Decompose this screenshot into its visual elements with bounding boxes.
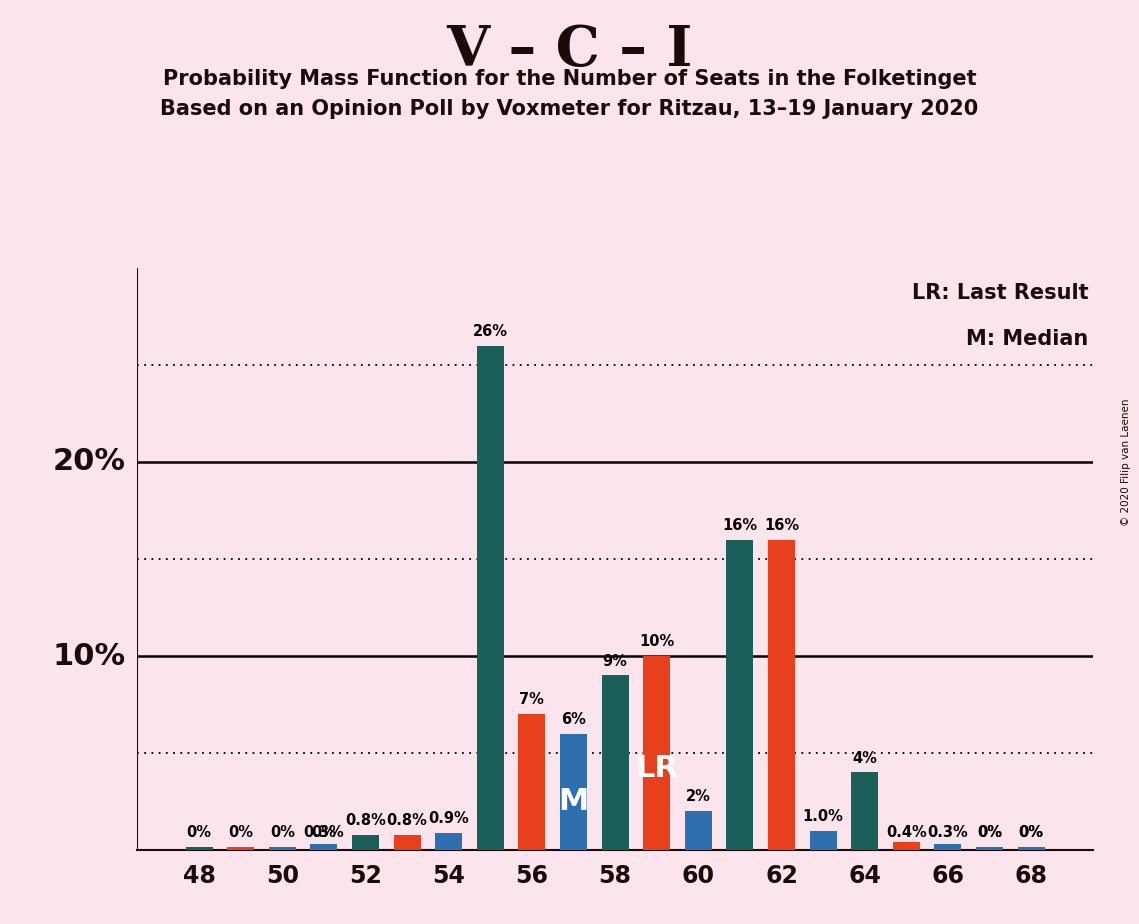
Bar (310, 845, 337, 850)
Text: 0%: 0% (977, 825, 1002, 841)
Text: 0%: 0% (228, 825, 253, 841)
Text: 0.4%: 0.4% (886, 825, 927, 841)
Bar (310, 846, 337, 850)
Bar (727, 540, 753, 850)
Bar (1017, 846, 1044, 850)
Bar (227, 846, 254, 850)
Text: 1.0%: 1.0% (803, 808, 844, 824)
Text: 0%: 0% (270, 825, 295, 841)
Bar (1017, 846, 1044, 850)
Text: 0%: 0% (977, 825, 1002, 841)
Text: 10%: 10% (639, 634, 674, 650)
Bar (269, 846, 296, 850)
Bar (976, 846, 1003, 850)
Text: LR: LR (636, 754, 678, 783)
Bar (352, 834, 379, 850)
Bar (851, 772, 878, 850)
Text: 4%: 4% (852, 750, 877, 766)
Bar (601, 675, 629, 850)
Bar (186, 846, 213, 850)
Text: 6%: 6% (562, 711, 585, 727)
Bar (768, 540, 795, 850)
Text: LR: Last Result: LR: Last Result (912, 283, 1089, 302)
Bar (518, 714, 546, 850)
Text: 26%: 26% (473, 323, 508, 339)
Bar (269, 846, 296, 850)
Text: © 2020 Filip van Laenen: © 2020 Filip van Laenen (1121, 398, 1131, 526)
Text: 16%: 16% (722, 517, 757, 533)
Text: Based on an Opinion Poll by Voxmeter for Ritzau, 13–19 January 2020: Based on an Opinion Poll by Voxmeter for… (161, 99, 978, 119)
Text: M: M (558, 786, 589, 816)
Text: 2%: 2% (686, 789, 711, 805)
Bar (394, 834, 420, 850)
Text: 16%: 16% (764, 517, 800, 533)
Bar (477, 346, 503, 850)
Text: 20%: 20% (52, 447, 125, 477)
Text: V – C – I: V – C – I (446, 23, 693, 79)
Text: 0.9%: 0.9% (428, 811, 469, 826)
Text: 0%: 0% (311, 825, 336, 841)
Bar (685, 811, 712, 850)
Text: Probability Mass Function for the Number of Seats in the Folketinget: Probability Mass Function for the Number… (163, 69, 976, 90)
Text: 0%: 0% (1018, 825, 1043, 841)
Text: 0.8%: 0.8% (345, 813, 386, 828)
Text: 0.8%: 0.8% (386, 813, 427, 828)
Text: 0.3%: 0.3% (303, 825, 344, 841)
Text: M: Median: M: Median (966, 329, 1089, 349)
Bar (934, 845, 961, 850)
Bar (435, 833, 462, 850)
Text: 7%: 7% (519, 692, 544, 708)
Text: 0%: 0% (187, 825, 212, 841)
Text: 9%: 9% (603, 653, 628, 669)
Bar (560, 734, 587, 850)
Bar (644, 656, 670, 850)
Bar (893, 843, 920, 850)
Text: 0.3%: 0.3% (927, 825, 968, 841)
Text: 10%: 10% (52, 641, 125, 671)
Bar (810, 831, 836, 850)
Text: 0%: 0% (1018, 825, 1043, 841)
Bar (976, 846, 1003, 850)
